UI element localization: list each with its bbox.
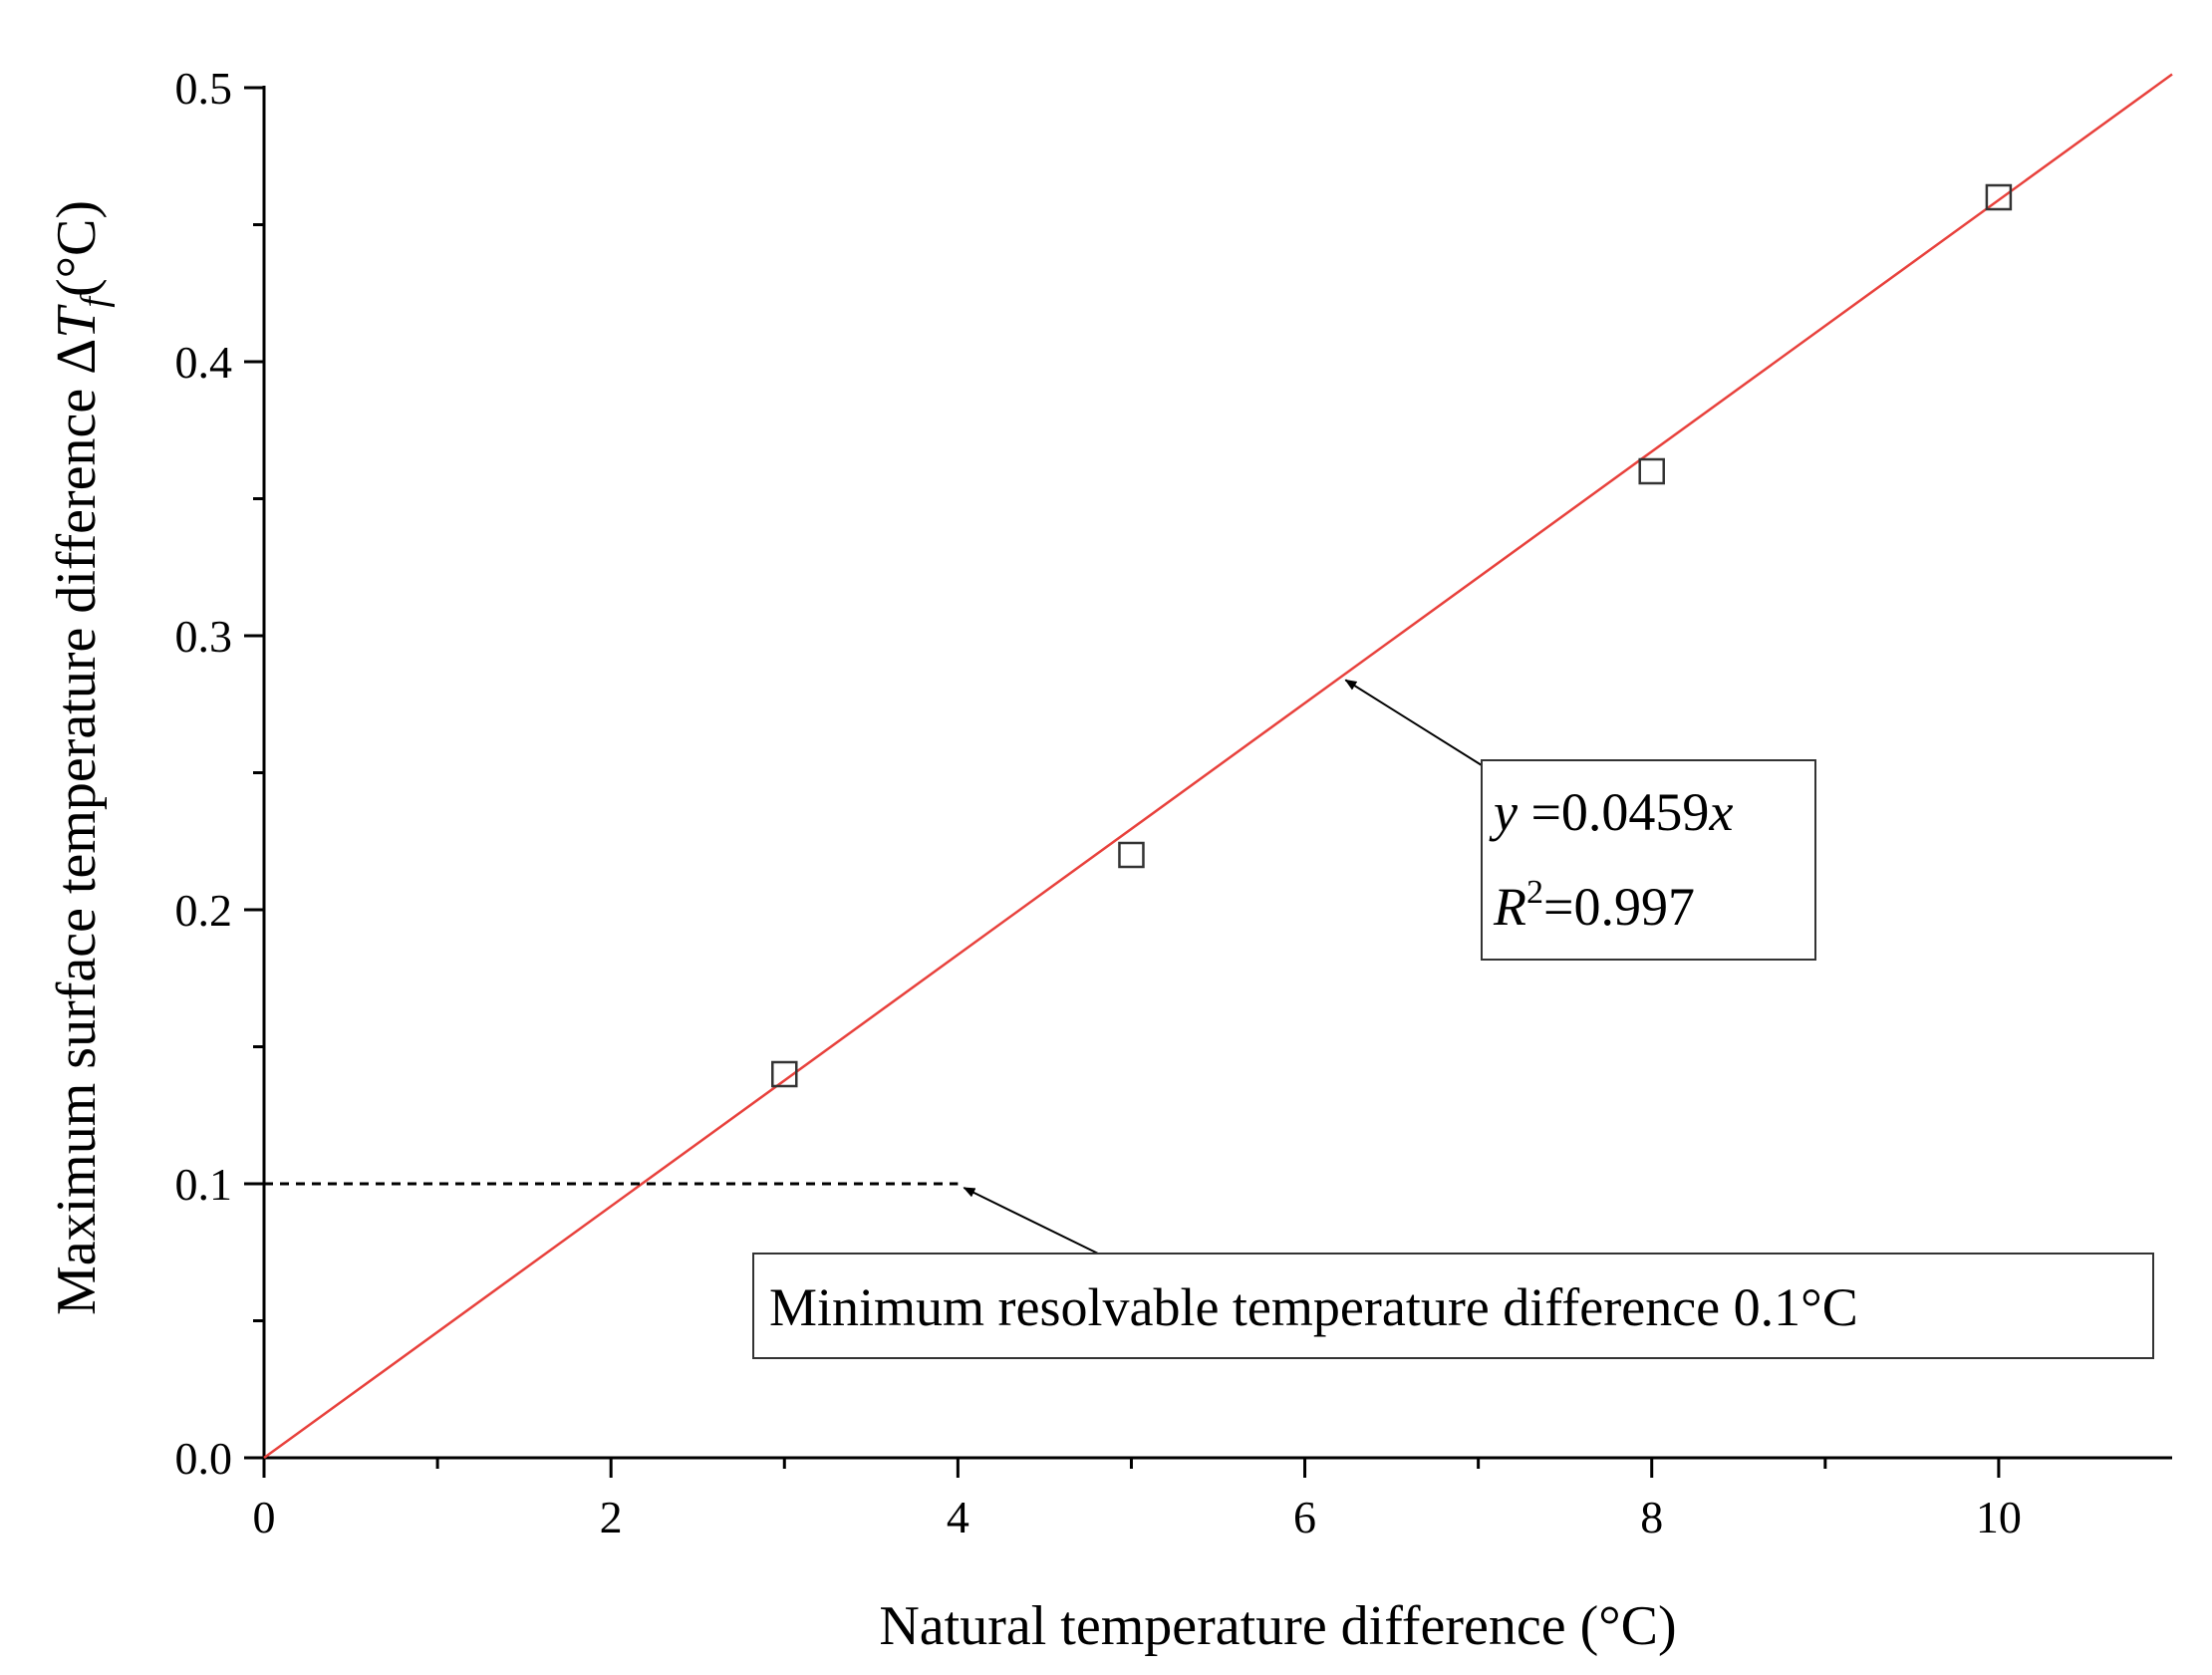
y-tick-label: 0.3: [175, 611, 233, 662]
x-tick-label: 10: [1976, 1492, 2022, 1542]
y-axis-label: Maximum surface temperature difference Δ…: [46, 200, 116, 1315]
threshold-arrow: [963, 1187, 1099, 1255]
fit-r2-sup: 2: [1526, 874, 1543, 911]
fit-line: [263, 73, 2173, 1460]
y-label-symbol: T: [46, 304, 108, 339]
fit-annotation: y =0.0459x R2=0.997: [1344, 679, 1816, 961]
threshold-label-box: [752, 1253, 2154, 1359]
fit-eq-y: y: [1489, 782, 1518, 842]
fit-equation-box: [1481, 759, 1816, 961]
x-tick-label: 2: [600, 1492, 623, 1542]
data-point: [1118, 841, 1145, 869]
y-ticks: 0.0 0.1 0.2 0.3 0.4 0.5: [175, 63, 264, 1484]
y-tick-label: 0.0: [175, 1433, 233, 1484]
data-points: [771, 183, 2013, 1088]
y-tick-label: 0.5: [175, 63, 233, 114]
fit-r-squared: R2=0.997: [1493, 874, 1695, 937]
threshold-annotation: Minimum resolvable temperature differenc…: [752, 1187, 2154, 1359]
data-point: [1985, 183, 2013, 211]
data-point: [771, 1060, 798, 1088]
y-tick-label: 0.1: [175, 1159, 233, 1210]
x-ticks: 0 2 4 6 8 10: [253, 1458, 2022, 1542]
y-label-suffix: (°C): [46, 200, 108, 297]
y-tick-label: 0.4: [175, 337, 233, 388]
fit-eq-x: x: [1708, 782, 1733, 842]
fit-equation: y =0.0459x: [1489, 782, 1733, 842]
threshold-label: Minimum resolvable temperature differenc…: [769, 1277, 1858, 1337]
fit-eq-coef: =0.0459: [1518, 782, 1709, 842]
fit-arrow: [1344, 679, 1483, 766]
fit-r2-r: R: [1493, 877, 1526, 937]
axes: [262, 86, 2172, 1460]
y-tick-label: 0.2: [175, 885, 233, 936]
x-tick-label: 8: [1640, 1492, 1663, 1542]
y-label-prefix: Maximum surface temperature difference Δ: [46, 339, 108, 1315]
fit-r2-value: =0.997: [1543, 877, 1695, 937]
x-tick-label: 0: [253, 1492, 276, 1542]
x-axis-label: Natural temperature difference (°C): [879, 1595, 1676, 1657]
x-tick-label: 6: [1293, 1492, 1316, 1542]
data-point: [1638, 457, 1665, 485]
x-tick-label: 4: [947, 1492, 969, 1542]
